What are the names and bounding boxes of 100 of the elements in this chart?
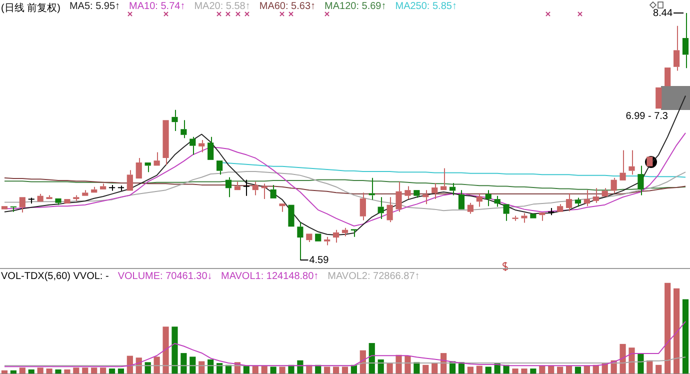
bar — [485, 366, 492, 374]
bar — [664, 282, 671, 374]
candlestick — [396, 181, 402, 212]
candlestick — [386, 196, 393, 223]
candlestick — [422, 190, 429, 205]
bar — [252, 366, 258, 374]
candlestick — [592, 188, 599, 204]
candlestick — [682, 12, 689, 69]
candlestick — [261, 183, 268, 200]
chart-title: (日线 前复权) — [1, 2, 60, 15]
bar — [656, 364, 662, 374]
candlestick — [306, 234, 312, 243]
candlestick — [530, 214, 536, 218]
candlestick — [440, 168, 447, 190]
bar — [557, 366, 564, 374]
bar — [332, 366, 340, 374]
bar — [467, 366, 474, 374]
candlestick — [360, 192, 366, 221]
text: MA250: 5.85↑ — [395, 1, 457, 14]
bar — [270, 366, 276, 374]
candlestick — [342, 227, 348, 237]
candlestick — [180, 120, 187, 139]
bar — [530, 368, 536, 374]
candlestick — [574, 197, 582, 208]
candlestick — [638, 165, 644, 196]
bar — [620, 344, 626, 374]
bar — [279, 366, 286, 374]
bar — [261, 366, 268, 374]
bar — [476, 366, 482, 374]
bar — [55, 369, 62, 374]
candlestick — [100, 183, 106, 190]
bar — [674, 288, 680, 374]
bar — [172, 326, 178, 374]
candlestick — [432, 182, 438, 200]
bar — [368, 343, 375, 374]
candlestick — [674, 25, 680, 72]
bar — [118, 368, 124, 374]
candlestick — [91, 186, 98, 193]
bar — [324, 366, 330, 374]
candlestick — [55, 198, 62, 206]
candlestick — [324, 236, 330, 246]
candlestick — [225, 176, 232, 198]
candlestick — [521, 212, 528, 224]
bar — [154, 356, 160, 374]
bar — [432, 363, 438, 374]
candlestick — [664, 68, 671, 86]
candlestick — [73, 194, 80, 202]
bar — [100, 368, 106, 374]
candlestick — [144, 162, 151, 173]
bar — [628, 348, 635, 374]
candlestick — [628, 150, 635, 176]
annotation: 6.99 - 7.3 — [626, 111, 668, 122]
candlestick — [190, 136, 196, 156]
candlestick — [10, 206, 16, 212]
bar — [64, 369, 70, 374]
bar — [548, 366, 554, 374]
bar — [539, 366, 546, 374]
bar — [162, 326, 169, 374]
bar — [521, 368, 528, 374]
bar — [190, 356, 196, 374]
candlestick — [656, 87, 662, 109]
chart-title: VOL-TDX(5,60) VVOL: - — [1, 271, 109, 282]
candlestick — [494, 195, 500, 208]
candlestick — [198, 140, 205, 153]
candlestick — [584, 190, 590, 207]
candlestick — [512, 215, 518, 222]
candlestick — [467, 202, 474, 214]
candlestick — [46, 194, 52, 200]
candlestick — [297, 222, 304, 260]
candlestick — [172, 109, 178, 132]
candlestick — [279, 204, 286, 212]
candlestick — [234, 181, 241, 190]
candlestick — [1, 206, 8, 210]
candlestick — [270, 184, 276, 198]
bar — [404, 356, 411, 374]
bar — [386, 363, 393, 374]
candlestick — [458, 190, 465, 210]
bar — [73, 368, 80, 374]
candlestick — [610, 177, 617, 194]
bar — [37, 368, 44, 374]
candlestick — [485, 190, 492, 207]
candlestick — [136, 157, 142, 179]
annotation: 4.59 — [309, 254, 330, 266]
bar — [342, 366, 348, 374]
bar — [180, 353, 187, 374]
bar — [46, 368, 52, 374]
candlestick — [288, 204, 294, 227]
bar — [584, 366, 590, 374]
text: MA20: 5.58↑ — [194, 1, 250, 14]
text: MA120: 5.69↑ — [324, 1, 386, 14]
candlestick — [404, 186, 411, 200]
candlestick — [154, 152, 160, 166]
bar — [682, 299, 689, 374]
bar — [82, 368, 88, 374]
bar — [638, 353, 644, 374]
candlestick — [252, 181, 258, 196]
candlestick — [162, 120, 169, 166]
text: MA10: 5.74↑ — [129, 1, 186, 14]
candlestick — [332, 229, 340, 244]
annotation: 8.44 — [653, 8, 673, 19]
